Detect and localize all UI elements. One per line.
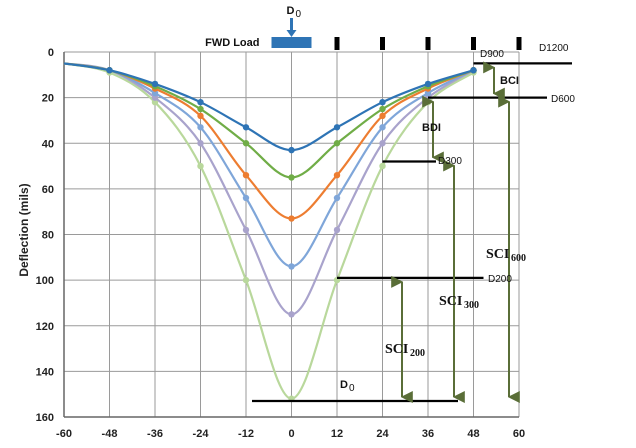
bdi-label: BDI — [422, 122, 441, 134]
x-tick-label: 60 — [513, 428, 525, 440]
sci300-label-sub: 300 — [464, 300, 479, 311]
y-axis-title: Deflection (mils) — [17, 183, 31, 276]
series-line — [63, 62, 475, 316]
data-point — [197, 124, 204, 131]
data-point — [197, 140, 204, 147]
data-point — [242, 124, 250, 131]
data-point — [197, 105, 204, 113]
d0-bottom-label: D — [340, 379, 348, 391]
sensor-marker — [425, 37, 431, 50]
data-point — [333, 226, 341, 234]
sci200-label: SCI — [385, 342, 408, 357]
data-point — [333, 194, 341, 202]
y-tick-label: 40 — [42, 138, 54, 150]
d200-label: D200 — [488, 274, 512, 285]
x-tick-label: -36 — [147, 428, 163, 440]
data-point — [151, 94, 159, 101]
bci-label: BCI — [500, 75, 519, 87]
data-point — [288, 174, 295, 181]
x-tick-label: 0 — [288, 428, 294, 440]
y-tick-label: 140 — [36, 366, 54, 378]
data-point — [197, 112, 204, 120]
x-tick-label: 24 — [376, 428, 389, 440]
data-point — [379, 124, 386, 131]
series-line — [63, 62, 475, 400]
y-tick-label: 60 — [42, 184, 54, 196]
sensor-marker — [334, 37, 340, 50]
series-line — [63, 62, 474, 152]
sensor-marker — [471, 37, 476, 50]
sci600-label-sub: 600 — [511, 253, 526, 264]
x-tick-label: -12 — [238, 428, 254, 440]
data-point — [242, 171, 250, 179]
data-point — [470, 67, 477, 74]
d0-top-label: D — [287, 5, 295, 17]
data-point — [288, 215, 295, 222]
data-point — [242, 226, 250, 234]
y-tick-label: 80 — [42, 230, 54, 242]
x-tick-label: -24 — [193, 428, 210, 440]
data-point — [242, 140, 250, 147]
data-point — [242, 194, 250, 202]
data-point — [288, 263, 295, 270]
d300-label: D300 — [438, 156, 462, 167]
data-point — [379, 162, 386, 170]
data-point — [379, 112, 386, 120]
data-point — [288, 146, 295, 154]
y-tick-label: 20 — [42, 93, 54, 105]
d600-label: D600 — [551, 94, 575, 105]
data-point — [379, 105, 386, 113]
load-arrow-head — [286, 30, 297, 37]
data-point — [151, 89, 159, 97]
data-point — [333, 124, 341, 131]
data-point — [333, 171, 341, 179]
y-tick-label: 120 — [36, 321, 54, 333]
data-point — [197, 162, 204, 170]
sensor-marker — [516, 37, 522, 50]
x-tick-label: -48 — [102, 428, 118, 440]
y-tick-label: 100 — [36, 275, 54, 287]
data-point — [379, 140, 386, 147]
data-point — [333, 140, 341, 147]
data-point — [106, 67, 113, 74]
d0-top-sub: 0 — [296, 9, 302, 20]
x-tick-label: 12 — [331, 428, 343, 440]
sci300-label: SCI — [439, 294, 462, 309]
sensor-marker — [380, 37, 385, 50]
sci600-label: SCI — [486, 247, 509, 262]
data-point — [242, 276, 250, 284]
sci200-label-sub: 200 — [410, 348, 425, 359]
d1200-label: D1200 — [539, 43, 569, 54]
x-tick-label: 48 — [467, 428, 479, 440]
x-tick-label: 36 — [422, 428, 434, 440]
data-point — [424, 89, 432, 97]
data-point — [424, 80, 432, 88]
y-tick-label: 0 — [48, 47, 54, 59]
data-point — [288, 311, 295, 318]
d0-bottom-sub: 0 — [349, 383, 355, 394]
data-point — [151, 98, 159, 106]
data-point — [151, 80, 159, 88]
x-tick-label: -60 — [56, 428, 72, 440]
fwd-load-plate — [271, 37, 312, 48]
data-point — [379, 98, 386, 106]
series-line — [63, 62, 474, 268]
fwd-load-label: FWD Load — [205, 37, 259, 49]
y-tick-label: 160 — [36, 412, 54, 424]
d900-label: D900 — [480, 49, 504, 60]
data-point — [197, 98, 204, 106]
